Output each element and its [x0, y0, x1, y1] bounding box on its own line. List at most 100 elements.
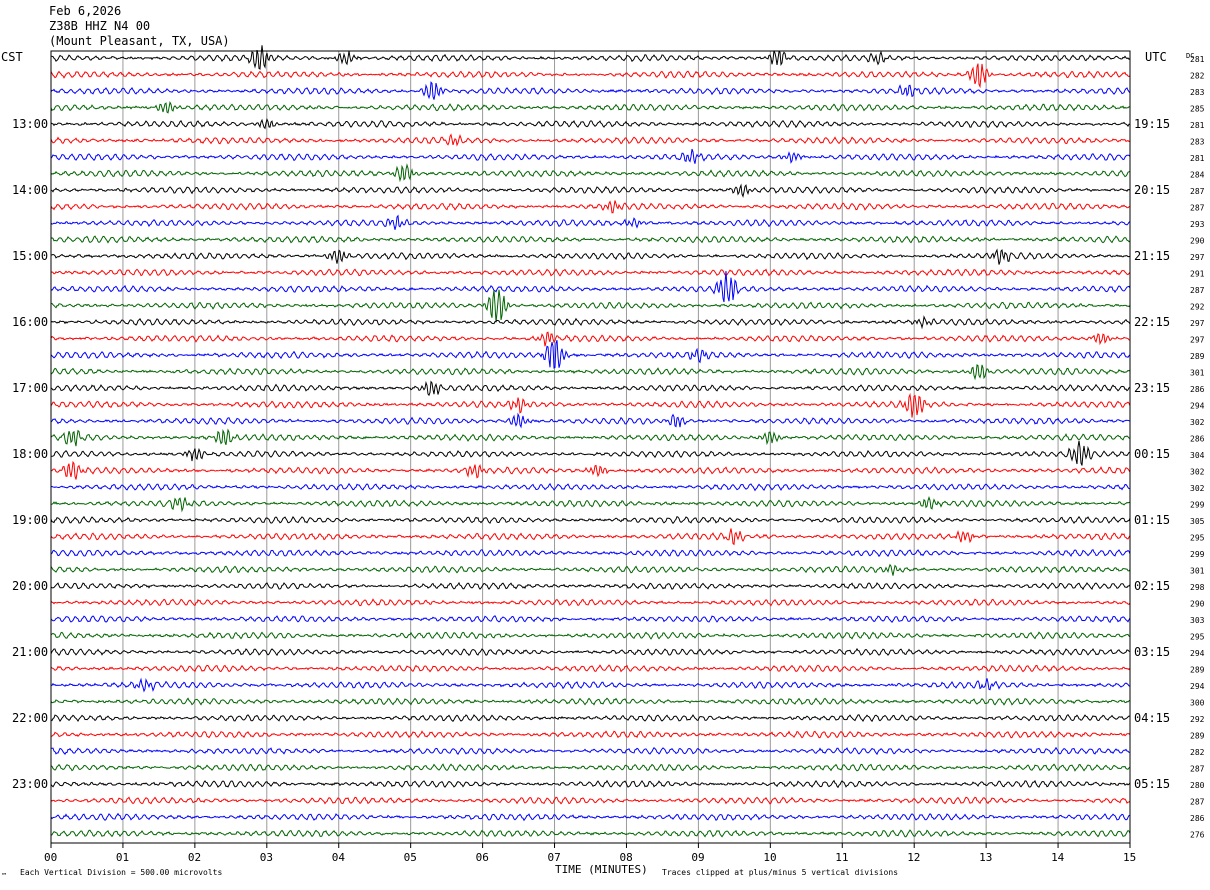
cst-hour-label: 13:00: [12, 117, 48, 131]
scale-note: Each Vertical Division = 500.00 microvol…: [20, 868, 222, 877]
dc-offset-value: 282: [1190, 748, 1205, 757]
dc-offset-value: 297: [1190, 319, 1205, 328]
seismic-trace: [50, 730, 1131, 739]
x-axis-title: TIME (MINUTES): [555, 863, 648, 876]
dc-offset-value: 284: [1190, 171, 1205, 180]
x-tick-label: 04: [332, 851, 346, 864]
x-tick-label: 01: [116, 851, 129, 864]
seismic-trace: [50, 133, 1131, 147]
dc-offset-value: 289: [1190, 352, 1205, 361]
clip-note: Traces clipped at plus/minus 5 vertical …: [662, 868, 898, 877]
seismic-trace: [50, 677, 1131, 693]
dc-offset-value: 292: [1190, 715, 1205, 724]
dc-offset-value: 292: [1190, 303, 1205, 312]
utc-hour-label: 20:15: [1134, 183, 1170, 197]
cst-hour-label: 15:00: [12, 249, 48, 263]
seismic-trace: [50, 460, 1131, 480]
dc-offset-value: 304: [1190, 451, 1205, 460]
seismic-trace: [50, 581, 1131, 591]
cst-axis-label: CST: [1, 50, 23, 64]
seismic-trace: [50, 63, 1131, 89]
x-tick-label: 02: [188, 851, 201, 864]
x-tick-label: 05: [404, 851, 417, 864]
dc-offset-value: 303: [1190, 616, 1205, 625]
utc-hour-label: 23:15: [1134, 381, 1170, 395]
dc-offset-value: 294: [1190, 649, 1205, 658]
seismic-trace: [50, 829, 1131, 838]
x-tick-label: 06: [476, 851, 489, 864]
corner-mark: ™: [2, 872, 6, 880]
dc-offset-value: 281: [1190, 121, 1205, 130]
dc-offset-value: 289: [1190, 732, 1205, 741]
utc-axis-label: UTC: [1145, 50, 1167, 64]
x-tick-label: 12: [907, 851, 920, 864]
dc-offset-value: 287: [1190, 286, 1205, 295]
dc-offset-value: 283: [1190, 138, 1205, 147]
dc-offset-value: 286: [1190, 385, 1205, 394]
dc-offset-value: 290: [1190, 600, 1205, 609]
utc-hour-label: 19:15: [1134, 117, 1170, 131]
x-tick-label: 09: [691, 851, 704, 864]
dc-offset-value: 298: [1190, 583, 1205, 592]
dc-offset-value: 302: [1190, 468, 1205, 477]
cst-hour-label: 23:00: [12, 777, 48, 791]
plot-date: Feb 6,2026: [49, 4, 122, 18]
seismic-trace: [50, 598, 1131, 607]
cst-hour-label: 18:00: [12, 447, 48, 461]
dc-offset-value: 297: [1190, 253, 1205, 262]
dc-offset-value: 299: [1190, 550, 1205, 559]
seismic-trace: [50, 615, 1131, 624]
dc-offset-value: 302: [1190, 418, 1205, 427]
utc-hour-label: 04:15: [1134, 711, 1170, 725]
seismic-trace: [50, 779, 1131, 789]
seismic-trace: [50, 117, 1131, 130]
dc-offset-value: 293: [1190, 220, 1205, 229]
x-tick-label: 13: [979, 851, 992, 864]
seismic-trace: [50, 271, 1131, 303]
plot-frame: [50, 50, 1131, 844]
dc-offset-value: 295: [1190, 633, 1205, 642]
cst-hour-labels: 13:00 14:00 15:00 16:00 17:00 18:00 19:00 20:00…: [12, 117, 48, 791]
cst-hour-label: 16:00: [12, 315, 48, 329]
x-tick-label: 07: [548, 851, 561, 864]
seismic-trace: [50, 697, 1131, 706]
seismic-trace: [50, 214, 1131, 230]
seismic-traces: [50, 45, 1131, 838]
seismic-trace: [50, 380, 1131, 397]
cst-hour-label: 19:00: [12, 513, 48, 527]
dc-offset-value: 302: [1190, 484, 1205, 493]
dc-offset-value: 285: [1190, 105, 1205, 114]
seismic-trace: [50, 664, 1131, 673]
utc-hour-label: 03:15: [1134, 645, 1170, 659]
seismic-trace: [50, 563, 1131, 576]
seismic-trace: [50, 45, 1131, 70]
dc-offset-value: 281: [1190, 55, 1205, 64]
cst-hour-label: 21:00: [12, 645, 48, 659]
x-tick-label: 11: [835, 851, 848, 864]
dc-offset-value: 299: [1190, 501, 1205, 510]
utc-hour-label: 22:15: [1134, 315, 1170, 329]
seismic-trace: [50, 331, 1131, 347]
station-location: (Mount Pleasant, TX, USA): [49, 34, 230, 48]
utc-hour-label: 21:15: [1134, 249, 1170, 263]
station-id: Z38B HHZ N4 00: [49, 19, 151, 33]
seismic-trace: [50, 81, 1131, 100]
seismic-trace: [50, 364, 1131, 381]
cst-hour-label: 14:00: [12, 183, 48, 197]
seismic-trace: [50, 268, 1131, 277]
dc-offset-value: 286: [1190, 435, 1205, 444]
seismic-trace: [50, 647, 1131, 657]
seismic-trace: [50, 163, 1131, 183]
seismic-trace: [50, 515, 1131, 525]
seismic-trace: [50, 796, 1131, 805]
dc-offset-value: 295: [1190, 534, 1205, 543]
seismic-trace: [50, 315, 1131, 330]
dc-offset-value: 289: [1190, 666, 1205, 675]
utc-hour-label: 02:15: [1134, 579, 1170, 593]
seismic-trace: [50, 392, 1131, 418]
dc-offset-value: 287: [1190, 187, 1205, 196]
seismic-trace: [50, 200, 1131, 214]
dc-offset-value: 276: [1190, 831, 1205, 840]
dc-offset-value: 291: [1190, 270, 1205, 279]
